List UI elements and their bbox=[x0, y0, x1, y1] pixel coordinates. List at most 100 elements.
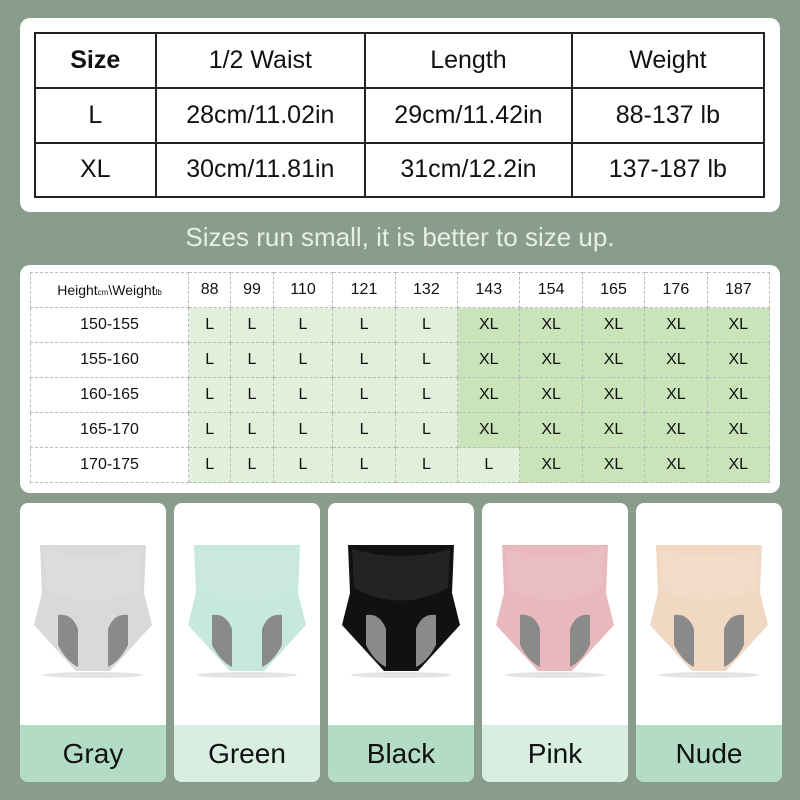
panty-image bbox=[496, 545, 614, 678]
size-cell: XL bbox=[706, 307, 771, 343]
corner-text: lb bbox=[155, 288, 162, 297]
weight-header: 165 bbox=[581, 272, 646, 308]
height-cell: 170-175 bbox=[30, 447, 189, 483]
size-cell: XL bbox=[644, 307, 708, 343]
size-cell: L bbox=[230, 342, 274, 378]
size-cell: XL bbox=[644, 342, 708, 378]
color-option-black[interactable]: Black bbox=[328, 503, 474, 782]
fit-chart-card: Heightcm\Weightlb 88 99 110 121 132 143 154 165 1… bbox=[20, 265, 780, 493]
size-cell: XL bbox=[457, 412, 521, 448]
size-cell: 29cm/11.42in bbox=[364, 87, 573, 144]
panty-image bbox=[650, 545, 768, 678]
size-cell: XL bbox=[519, 342, 583, 378]
size-cell: XL bbox=[581, 342, 646, 378]
size-cell: L bbox=[394, 307, 459, 343]
weight-header: 143 bbox=[457, 272, 521, 308]
weight-header: 88 bbox=[187, 272, 232, 308]
size-cell: L bbox=[394, 412, 459, 448]
fit-table-row: 170-175 L L L L L L XL XL XL XL bbox=[30, 447, 771, 483]
size-cell: L bbox=[187, 447, 232, 483]
size-cell: L bbox=[394, 342, 459, 378]
size-cell: 30cm/11.81in bbox=[154, 141, 367, 198]
height-cell: 150-155 bbox=[30, 307, 189, 343]
size-cell: XL bbox=[519, 377, 583, 413]
size-cell: L bbox=[230, 377, 274, 413]
color-option-green[interactable]: Green bbox=[174, 503, 320, 782]
size-cell: XL bbox=[581, 447, 646, 483]
size-cell: XL bbox=[706, 342, 771, 378]
size-cell: XL bbox=[706, 377, 771, 413]
size-cell: L bbox=[332, 447, 396, 483]
size-cell: XL bbox=[644, 377, 708, 413]
size-cell: L bbox=[332, 307, 396, 343]
size-cell: L bbox=[394, 377, 459, 413]
size-cell: L bbox=[272, 307, 334, 343]
header-cell: Weight bbox=[570, 32, 766, 89]
size-cell: L bbox=[394, 447, 459, 483]
size-cell: L bbox=[272, 412, 334, 448]
color-option-gray[interactable]: Gray bbox=[20, 503, 166, 782]
size-cell: XL bbox=[581, 377, 646, 413]
size-cell: L bbox=[230, 307, 274, 343]
weight-header: 176 bbox=[644, 272, 708, 308]
size-cell: XL bbox=[457, 377, 521, 413]
size-cell: L bbox=[34, 87, 157, 144]
size-cell: XL bbox=[581, 412, 646, 448]
size-table-row: L 28cm/11.02in 29cm/11.42in 88-137 lb bbox=[34, 87, 766, 144]
corner-text: Height bbox=[57, 282, 98, 298]
panty-image bbox=[34, 545, 152, 678]
size-cell: XL bbox=[581, 307, 646, 343]
panty-image bbox=[188, 545, 306, 678]
color-label: Gray bbox=[20, 725, 166, 782]
size-cell: L bbox=[187, 377, 232, 413]
size-cell: 88-137 lb bbox=[570, 87, 766, 144]
size-cell: L bbox=[332, 342, 396, 378]
size-cell: XL bbox=[457, 307, 521, 343]
size-cell: XL bbox=[706, 412, 771, 448]
size-table-header: Size 1/2 Waist Length Weight bbox=[34, 32, 766, 89]
size-cell: L bbox=[332, 377, 396, 413]
weight-header: 187 bbox=[706, 272, 771, 308]
size-cell: L bbox=[457, 447, 521, 483]
size-cell: XL bbox=[519, 447, 583, 483]
size-cell: XL bbox=[519, 307, 583, 343]
color-option-pink[interactable]: Pink bbox=[482, 503, 628, 782]
size-cell: L bbox=[332, 412, 396, 448]
header-cell: Length bbox=[364, 32, 573, 89]
size-cell: XL bbox=[644, 412, 708, 448]
panty-image bbox=[342, 545, 460, 678]
size-cell: 137-187 lb bbox=[570, 141, 766, 198]
corner-cell: Heightcm\Weightlb bbox=[30, 272, 189, 308]
header-cell: Size bbox=[34, 32, 157, 89]
color-label: Black bbox=[328, 725, 474, 782]
size-cell: L bbox=[272, 342, 334, 378]
height-cell: 165-170 bbox=[30, 412, 189, 448]
size-cell: XL bbox=[644, 447, 708, 483]
size-table: Size 1/2 Waist Length Weight L 28cm/11.02in 29… bbox=[34, 32, 766, 198]
height-cell: 155-160 bbox=[30, 342, 189, 378]
sizing-tip: Sizes run small, it is better to size up… bbox=[185, 222, 615, 252]
color-label: Pink bbox=[482, 725, 628, 782]
size-cell: L bbox=[187, 412, 232, 448]
size-cell: L bbox=[272, 447, 334, 483]
size-cell: L bbox=[230, 447, 274, 483]
size-cell: 31cm/12.2in bbox=[364, 141, 573, 198]
size-cell: XL bbox=[34, 141, 157, 198]
size-cell: XL bbox=[706, 447, 771, 483]
color-option-nude[interactable]: Nude bbox=[636, 503, 782, 782]
weight-header: 99 bbox=[230, 272, 274, 308]
corner-text: cm bbox=[97, 288, 109, 297]
color-label: Green bbox=[174, 725, 320, 782]
corner-text: \Weight bbox=[108, 282, 156, 298]
size-cell: L bbox=[272, 377, 334, 413]
weight-header: 154 bbox=[519, 272, 583, 308]
fit-table-row: 155-160 L L L L L XL XL XL XL XL bbox=[30, 342, 771, 378]
fit-table-row: 150-155 L L L L L XL XL XL XL XL bbox=[30, 307, 771, 343]
size-cell: L bbox=[187, 342, 232, 378]
size-cell: XL bbox=[457, 342, 521, 378]
fit-table-header: Heightcm\Weightlb 88 99 110 121 132 143 154 165 1… bbox=[30, 272, 771, 308]
size-cell: 28cm/11.02in bbox=[154, 87, 367, 144]
height-cell: 160-165 bbox=[30, 377, 189, 413]
fit-table-row: 165-170 L L L L L XL XL XL XL XL bbox=[30, 412, 771, 448]
size-table-row: XL 30cm/11.81in 31cm/12.2in 137-187 lb bbox=[34, 141, 766, 198]
